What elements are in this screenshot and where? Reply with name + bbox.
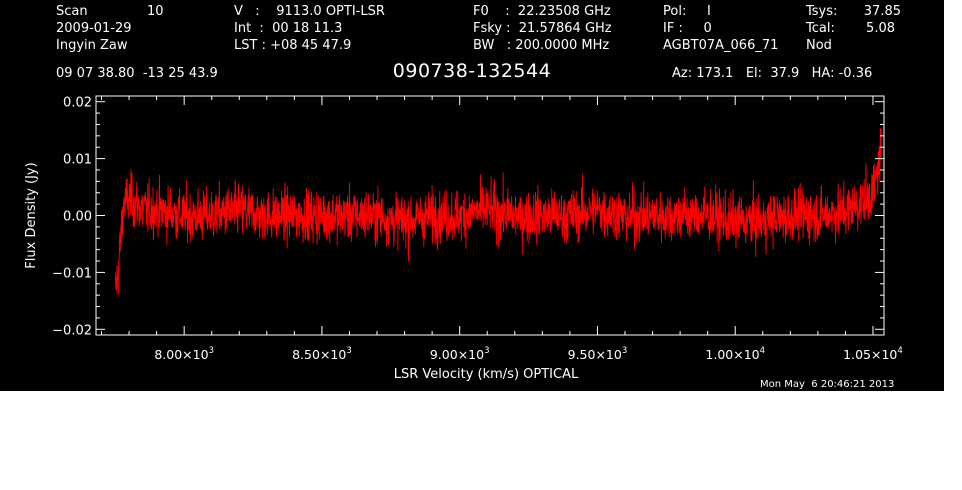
lst-info: LST : +08 45 47.9 [234, 38, 352, 53]
tcal-value: 5.08 [866, 21, 895, 36]
y-tick-label: 0.00 [63, 210, 92, 225]
spectrum-series-line [114, 128, 882, 296]
tsys-label: Tsys: [806, 4, 838, 19]
spectrum-chart: 8.00×103 8.50×103 9.00×103 9.50×103 1.00×104… [24, 95, 903, 382]
observer-name: Ingyin Zaw [56, 38, 128, 53]
scan-label: Scan [56, 4, 88, 19]
tcal-label: Tcal: [806, 21, 835, 36]
integration-time: Int : 00 18 11.3 [234, 21, 343, 36]
y-tick-label: 0.02 [63, 96, 92, 111]
x-tick-label: 9.50×103 [568, 346, 628, 362]
gbtidl-plot-panel: Scan 10 2009-01-29 Ingyin Zaw V : 9113.0… [0, 0, 944, 391]
tsys-value: 37.85 [863, 4, 901, 19]
source-name: 090738-132544 [392, 60, 552, 82]
if-number: IF : 0 [663, 21, 712, 36]
x-tick-label: 8.00×103 [154, 346, 214, 362]
plot-timestamp: Mon May 6 20:46:21 2013 [760, 379, 895, 390]
x-tick-label: 9.00×103 [430, 346, 490, 362]
obs-date: 2009-01-29 [56, 21, 132, 36]
source-coordinates: 09 07 38.80 -13 25 43.9 [56, 66, 218, 81]
x-axis-label: LSR Velocity (km/s) OPTICAL [394, 367, 579, 382]
polarization: Pol: I [663, 4, 711, 19]
sky-frequency: Fsky : 21.57864 GHz [473, 21, 612, 36]
y-tick-label: 0.01 [63, 153, 92, 168]
x-tick-label: 8.50×103 [292, 346, 352, 362]
az-el-ha: Az: 173.1 El: 37.9 HA: -0.36 [672, 66, 873, 81]
y-tick-label: −0.02 [52, 323, 92, 338]
rest-frequency: F0 : 22.23508 GHz [473, 4, 611, 19]
bandwidth: BW : 200.0000 MHz [473, 38, 610, 53]
obs-mode: Nod [806, 38, 832, 53]
y-axis-label: Flux Density (Jy) [24, 162, 39, 268]
y-tick-label: −0.01 [52, 266, 92, 281]
velocity-info: V : 9113.0 OPTI-LSR [234, 4, 385, 19]
x-tick-label: 1.00×104 [705, 346, 765, 362]
x-tick-label: 1.05×104 [843, 346, 903, 362]
scan-number: 10 [147, 4, 164, 19]
project-id: AGBT07A_066_71 [663, 38, 779, 53]
